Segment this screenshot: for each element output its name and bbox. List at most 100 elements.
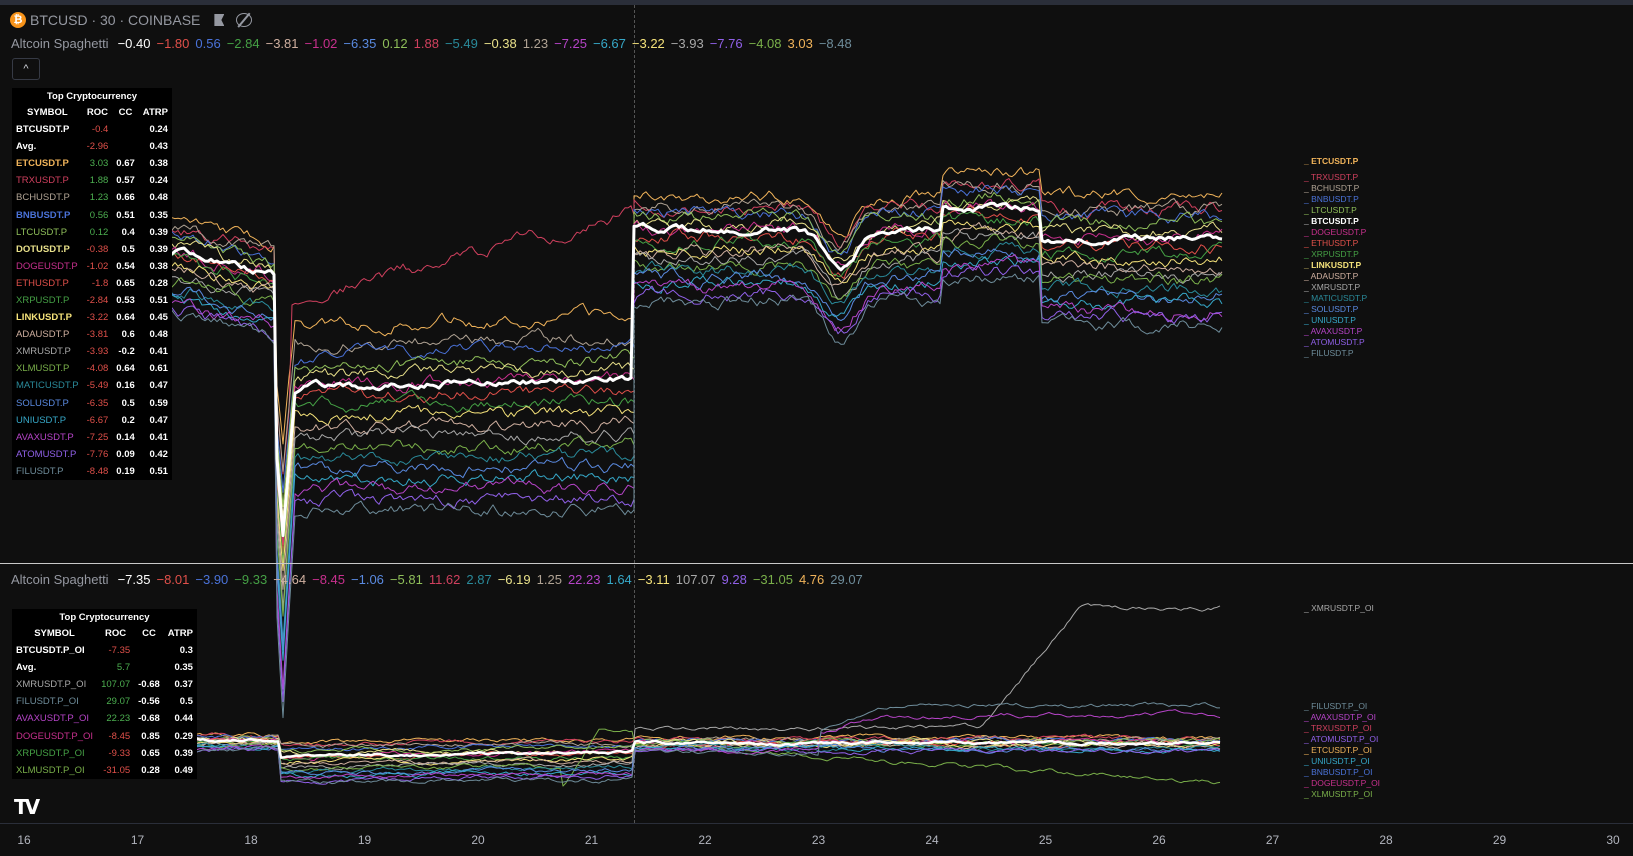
row-roc: -1.8	[91, 277, 109, 289]
row-atrp: 0.43	[149, 141, 168, 153]
row-atrp: 0.47	[149, 414, 168, 426]
column-header: SYMBOL	[27, 107, 68, 119]
legend-value: −6.35	[343, 36, 377, 51]
row-roc: 29.07	[106, 696, 131, 708]
row-atrp: 0.35	[174, 662, 193, 674]
table-row: BTCUSDT.P -0.4 0.24	[12, 121, 172, 138]
table-row: AVAXUSDT.P -7.25 0.14 0.41	[12, 429, 172, 446]
table-row: ETCUSDT.P 3.03 0.67 0.38	[12, 155, 172, 172]
collapse-legend-button[interactable]: ^	[12, 58, 40, 80]
row-symbol: UNIUSDT.P	[16, 414, 67, 426]
row-cc: 0.65	[116, 277, 135, 289]
row-symbol: Avg.	[16, 141, 37, 153]
series-label: _ ETCUSDT.P	[1304, 156, 1359, 166]
row-atrp: 0.47	[149, 380, 168, 392]
column-header: CC	[118, 107, 133, 119]
indicator-legend-pane2[interactable]: Altcoin Spaghetti −7.35 −8.01 −3.90 −9.33 −4…	[11, 572, 863, 587]
pane-separator[interactable]	[0, 563, 1633, 564]
symbol-title[interactable]: BTCUSD · 30 · COINBASE	[30, 12, 201, 28]
table-row: XLMUSDT.P -4.08 0.64 0.61	[12, 360, 172, 377]
series-label: _ BNBUSDT.P	[1304, 194, 1359, 204]
indicator-name[interactable]: Altcoin Spaghetti	[11, 36, 109, 51]
row-atrp: 0.44	[174, 713, 193, 725]
row-cc	[112, 138, 139, 155]
table-row: ATOMUSDT.P -7.76 0.09 0.42	[12, 446, 172, 463]
row-cc: 0.51	[116, 209, 135, 221]
legend-value: −1.80	[156, 36, 190, 51]
row-symbol: AVAXUSDT.P_OI	[16, 713, 90, 725]
series-label: _ FILUSDT.P_OI	[1304, 701, 1368, 711]
row-symbol: AVAXUSDT.P	[16, 431, 74, 443]
series-line-atom	[162, 265, 1223, 702]
oi-series-line-matic	[184, 742, 1221, 774]
row-roc: 3.03	[89, 158, 109, 170]
series-label: _ DOGEUSDT.P_OI	[1304, 778, 1381, 788]
column-header: ROC	[105, 628, 127, 640]
indicator-name[interactable]: Altcoin Spaghetti	[11, 572, 109, 587]
table-title: Top Cryptocurrency	[59, 611, 150, 623]
row-atrp: 0.37	[174, 679, 193, 691]
row-atrp: 0.38	[149, 158, 168, 170]
row-atrp: 0.35	[149, 209, 168, 221]
row-symbol: LINKUSDT.P	[16, 312, 72, 324]
legend-value: 1.64	[606, 572, 632, 587]
tradingview-logo[interactable]: TV	[14, 795, 40, 819]
series-line-ada	[162, 222, 1223, 590]
row-symbol: MATICUSDT.P	[16, 380, 79, 392]
table-row: XRPUSDT.P -2.84 0.53 0.51	[12, 292, 172, 309]
legend-value: −6.67	[592, 36, 626, 51]
row-roc: 1.88	[89, 175, 109, 187]
row-atrp: 0.28	[149, 277, 168, 289]
row-roc: 0.56	[89, 209, 109, 221]
series-line-etc	[162, 166, 1223, 445]
table-row: LTCUSDT.P 0.12 0.4 0.39	[12, 224, 172, 241]
row-cc: -0.68	[138, 713, 160, 725]
flag-icon[interactable]	[214, 14, 225, 26]
time-axis[interactable]: 16 17 18 19 20 21 22 23 24 25 26 27 28 29 30	[0, 823, 1633, 856]
series-label: _ SOLUSDT.P	[1304, 304, 1359, 314]
oi-series-line-fil	[184, 701, 1220, 785]
series-label: _ BNBUSDT.P_OI	[1304, 767, 1373, 777]
row-roc: -4.08	[86, 363, 109, 375]
row-atrp: 0.51	[149, 294, 168, 306]
row-roc: -3.93	[86, 346, 109, 358]
series-line-uni	[162, 255, 1223, 661]
series-line-fil	[162, 273, 1223, 719]
series-label: _ DOGEUSDT.P	[1304, 227, 1367, 237]
time-axis-label: 30	[1606, 833, 1620, 847]
time-axis-label: 24	[925, 833, 939, 847]
table-row: ADAUSDT.P -3.81 0.6 0.48	[12, 326, 172, 343]
row-cc: 0.57	[116, 175, 135, 187]
symbol-header[interactable]: ₿ BTCUSD · 30 · COINBASE	[10, 10, 253, 30]
row-cc: 0.64	[116, 363, 135, 375]
table-row: SOLUSDT.P -6.35 0.5 0.59	[12, 395, 172, 412]
legend-value: −3.90	[195, 572, 229, 587]
row-symbol: DOGEUSDT.P_OI	[16, 730, 94, 742]
row-cc	[134, 659, 164, 676]
indicator-legend-pane1[interactable]: Altcoin Spaghetti −0.40 −1.80 0.56 −2.84 −3.…	[11, 36, 852, 51]
legend-value: 0.56	[195, 36, 221, 51]
row-roc: -31.05	[103, 764, 131, 776]
row-atrp: 0.24	[149, 124, 168, 136]
time-axis-label: 22	[698, 833, 712, 847]
legend-value: −9.33	[234, 572, 268, 587]
time-axis-label: 21	[584, 833, 599, 847]
legend-value: −2.84	[226, 36, 260, 51]
hide-eye-icon[interactable]	[236, 13, 253, 27]
legend-value: −3.22	[631, 36, 665, 51]
series-line-xmr	[162, 228, 1223, 609]
row-cc: -0.56	[138, 696, 160, 708]
table-row: Avg. 5.7 0.35	[12, 659, 197, 676]
legend-value: −7.25	[554, 36, 587, 51]
legend-value: 11.62	[428, 572, 461, 587]
legend-value: 1.88	[413, 36, 439, 51]
time-axis-label: 23	[811, 833, 826, 847]
row-symbol: XLMUSDT.P	[16, 363, 70, 375]
row-roc: -1.02	[86, 260, 109, 272]
top-cryptocurrency-oi-table: Top Cryptocurrency SYMBOL ROC CC ATRP BTCUSDT…	[12, 609, 197, 779]
time-axis-label: 17	[130, 833, 145, 847]
row-symbol: DOTUSDT.P	[16, 243, 70, 255]
legend-value: −8.48	[818, 36, 852, 51]
legend-value: −6.19	[497, 572, 531, 587]
oi-series-line-avax	[184, 709, 1221, 779]
